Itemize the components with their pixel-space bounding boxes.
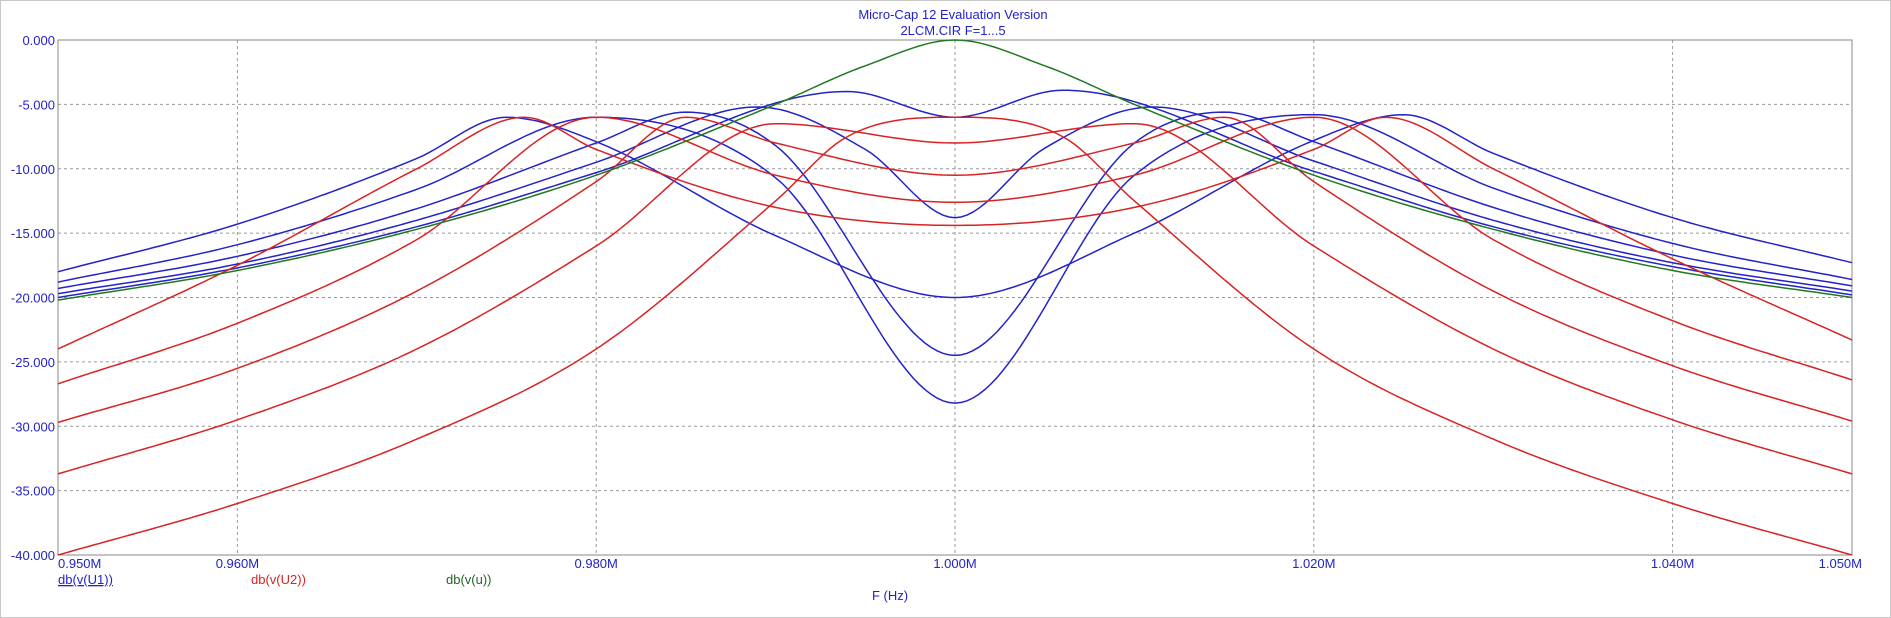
series-line-3 (57, 106, 1853, 295)
x-tick-label-5: 1.040M (1651, 556, 1694, 571)
grid-lines (58, 40, 1852, 555)
series-line-1 (57, 113, 1853, 404)
x-tick-label-1: 0.960M (216, 556, 259, 571)
x-tick-label-4: 1.020M (1292, 556, 1335, 571)
x-tick-label-6: 1.050M (1819, 556, 1862, 571)
series-line-9 (57, 116, 1853, 556)
y-tick-label-8: -40.000 (11, 548, 55, 563)
series-line-5 (57, 116, 1853, 350)
legend-db-v-u[interactable]: db(v(u)) (446, 572, 492, 587)
y-tick-label-5: -25.000 (11, 355, 55, 370)
chart-subtitle: 2LCM.CIR F=1...5 (900, 23, 1005, 38)
legend-db-v-u1[interactable]: db(v(U1)) (58, 572, 113, 587)
series-line-0 (57, 113, 1853, 299)
x-axis-label: F (Hz) (872, 588, 908, 603)
series-line-10 (57, 39, 1853, 301)
y-tick-label-0: 0.000 (22, 33, 55, 48)
y-tick-label-7: -35.000 (11, 484, 55, 499)
y-tick-label-1: -5.000 (18, 97, 55, 112)
series-line-8 (57, 122, 1853, 475)
series-line-2 (57, 111, 1853, 357)
series-line-6 (57, 116, 1853, 385)
y-tick-label-4: -20.000 (11, 291, 55, 306)
y-tick-label-6: -30.000 (11, 419, 55, 434)
y-tick-label-2: -10.000 (11, 162, 55, 177)
series-line-7 (57, 116, 1853, 424)
x-tick-label-3: 1.000M (933, 556, 976, 571)
legend-db-v-u2[interactable]: db(v(U2)) (251, 572, 306, 587)
x-axis-tick-labels: 0.950M 0.960M 0.980M 1.000M 1.020M 1.040M 1.05… (58, 556, 1862, 571)
y-axis-tick-labels: 0.000 -5.000 -10.000 -15.000 -20.000 -25.000 -… (11, 33, 55, 563)
y-tick-label-3: -15.000 (11, 226, 55, 241)
x-tick-label-2: 0.980M (575, 556, 618, 571)
series-lines (57, 39, 1853, 556)
chart-title: Micro-Cap 12 Evaluation Version (858, 7, 1047, 22)
x-tick-label-0: 0.950M (58, 556, 101, 571)
